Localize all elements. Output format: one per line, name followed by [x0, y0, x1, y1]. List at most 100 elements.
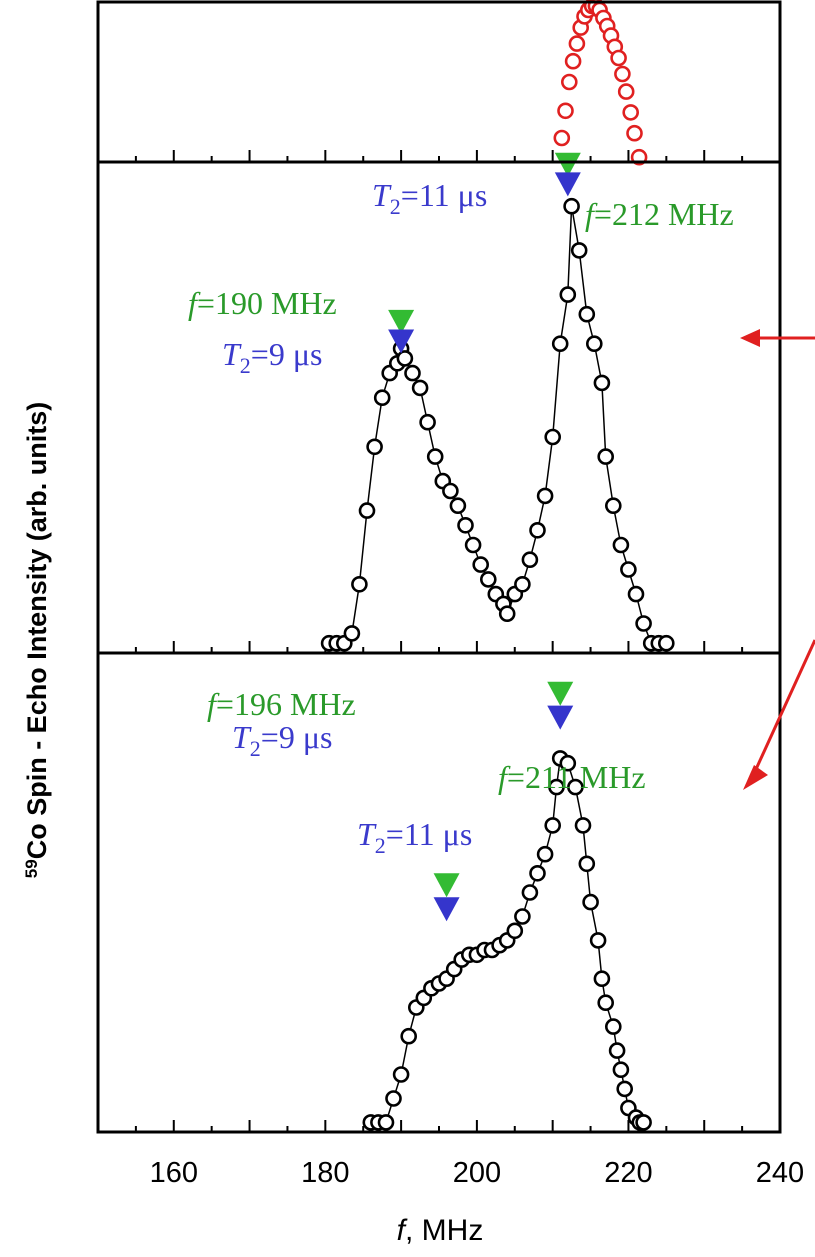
x-tick-label: 240 [756, 1157, 804, 1189]
arrow-to-middle-panel-head [740, 329, 760, 347]
data-point [553, 129, 571, 147]
data-point [620, 561, 637, 578]
data-point [366, 438, 383, 456]
x-tick-label: 220 [604, 1157, 652, 1189]
data-point [557, 102, 574, 120]
data-point [559, 754, 577, 772]
data-point [521, 884, 539, 901]
panel-1 [134, 0, 744, 166]
data-point [400, 1027, 418, 1045]
arrow-to-bottom-panel-head [743, 765, 768, 790]
data-point [498, 605, 516, 623]
data-point [589, 932, 607, 949]
data-point [536, 845, 554, 863]
data-point [536, 487, 554, 505]
data-point [610, 49, 627, 67]
peak-marker [433, 873, 460, 898]
data-point [404, 364, 421, 382]
x-axis-title-variable: f [397, 1214, 408, 1247]
peak-marker [554, 172, 581, 197]
data-point [521, 551, 539, 569]
arrow-to-bottom-panel [750, 639, 815, 779]
data-point [343, 625, 361, 642]
data-point [570, 242, 588, 259]
x-tick-label: 180 [301, 1157, 349, 1189]
data-point [551, 335, 569, 353]
x-tick-label: 160 [150, 1157, 198, 1189]
data-point [617, 83, 635, 100]
x-tick-label: 200 [453, 1157, 501, 1189]
data-point [529, 864, 546, 882]
bottom-right-freq-label: f=211 MHz [498, 759, 646, 795]
y-axis-title-superscript: 59 [22, 859, 41, 878]
data-point [449, 497, 467, 515]
data-point [560, 73, 578, 91]
y-axis-title: 59Co Spin - Echo Intensity (arb. units) [22, 402, 52, 878]
data-point [635, 615, 652, 632]
data-point [426, 448, 444, 465]
data-point [385, 1090, 402, 1107]
x-axis-title: f, MHz [397, 1214, 484, 1247]
mid-left-freq-label: f=190 MHz [188, 285, 337, 321]
y-axis-title-main: Co Spin - Echo Intensity (arb. units) [22, 402, 52, 860]
peak-marker [547, 681, 574, 706]
panel-frame [96, 160, 782, 655]
data-point [544, 817, 562, 834]
data-point [358, 502, 376, 519]
data-point [616, 1080, 634, 1098]
data-point [472, 556, 490, 573]
mid-right-freq-label: f=212 MHz [585, 196, 734, 232]
data-point [419, 413, 436, 431]
panel-frame [96, 651, 782, 1134]
data-point [612, 1061, 630, 1078]
plot-panels [96, 0, 782, 1134]
data-point [514, 575, 531, 593]
mid-right-t2-label: T2=11 μs [372, 177, 487, 219]
data-point [529, 521, 546, 539]
data-point [373, 389, 391, 407]
data-point [559, 286, 577, 303]
data-point [597, 994, 615, 1012]
data-point [506, 922, 524, 940]
data-point [479, 571, 497, 588]
data-point [544, 428, 562, 446]
bottom-left-t2-label: T2=9 μs [232, 719, 332, 761]
panel-2 [134, 152, 744, 653]
data-point [377, 1114, 395, 1131]
bottom-left-freq-label: f=196 MHz [207, 686, 356, 722]
data-point [614, 65, 631, 83]
data-point [612, 536, 630, 554]
data-point [351, 575, 368, 593]
data-point [578, 855, 596, 873]
x-tick-labels: 160 180 200 220 240 [150, 1157, 805, 1189]
data-point [593, 970, 611, 988]
x-axis-title-unit: , MHz [405, 1214, 483, 1247]
peak-marker [554, 152, 581, 177]
data-point [563, 197, 580, 215]
data-point [567, 778, 584, 796]
data-point [568, 35, 586, 52]
data-point [604, 1018, 622, 1035]
peak-marker [388, 309, 415, 334]
data-point [396, 350, 414, 367]
data-point [457, 516, 474, 534]
data-point [626, 124, 643, 142]
data-point [635, 1114, 652, 1131]
data-point [622, 104, 640, 121]
data-point [593, 374, 611, 392]
peak-marker [388, 329, 415, 354]
data-point [578, 305, 596, 323]
data-point [608, 1042, 626, 1059]
red-arrows [740, 329, 815, 790]
data-point [627, 585, 645, 603]
peak-marker [547, 705, 574, 730]
mid-left-t2-label: T2=9 μs [222, 336, 322, 378]
panel-frame [96, 0, 782, 164]
data-point [582, 893, 599, 911]
data-point [574, 817, 592, 834]
bottom-right-t2-label: T2=11 μs [357, 816, 472, 858]
data-point [514, 908, 531, 925]
data-point [604, 497, 622, 515]
data-point [442, 482, 459, 500]
